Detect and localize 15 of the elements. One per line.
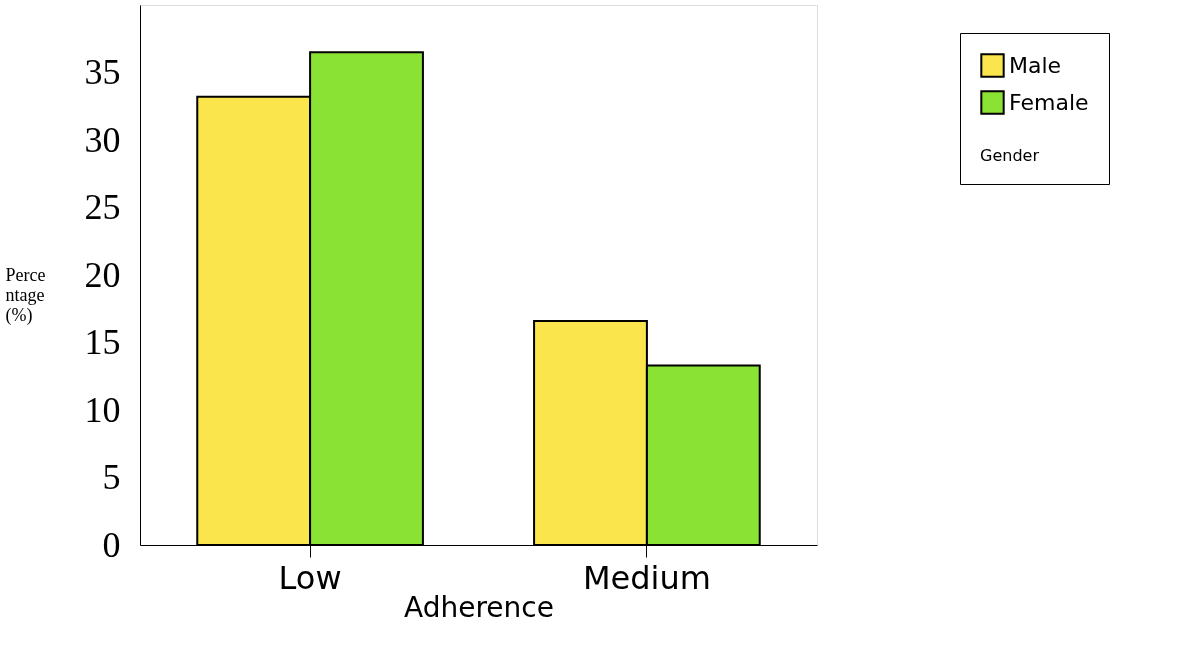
y-tick-label: 35 [84,52,121,92]
legend-label: Female [1009,89,1089,115]
y-tick-label: 10 [84,389,121,430]
legend-title: Gender [980,146,1040,165]
y-tick-label: 0 [102,524,121,565]
legend-label: Male [1009,52,1062,78]
y-tick-label: 20 [84,254,121,295]
y-tick-label: 15 [84,322,121,362]
y-axis-title: Percentage (%) [5,264,46,326]
x-tick-label: Low [278,558,342,597]
x-axis-title: Adherence [404,590,554,624]
y-tick-label: 25 [84,187,121,227]
y-tick-label: 5 [102,457,121,497]
y-tick-label: 30 [84,119,121,160]
x-tick-label: Medium [582,558,711,597]
